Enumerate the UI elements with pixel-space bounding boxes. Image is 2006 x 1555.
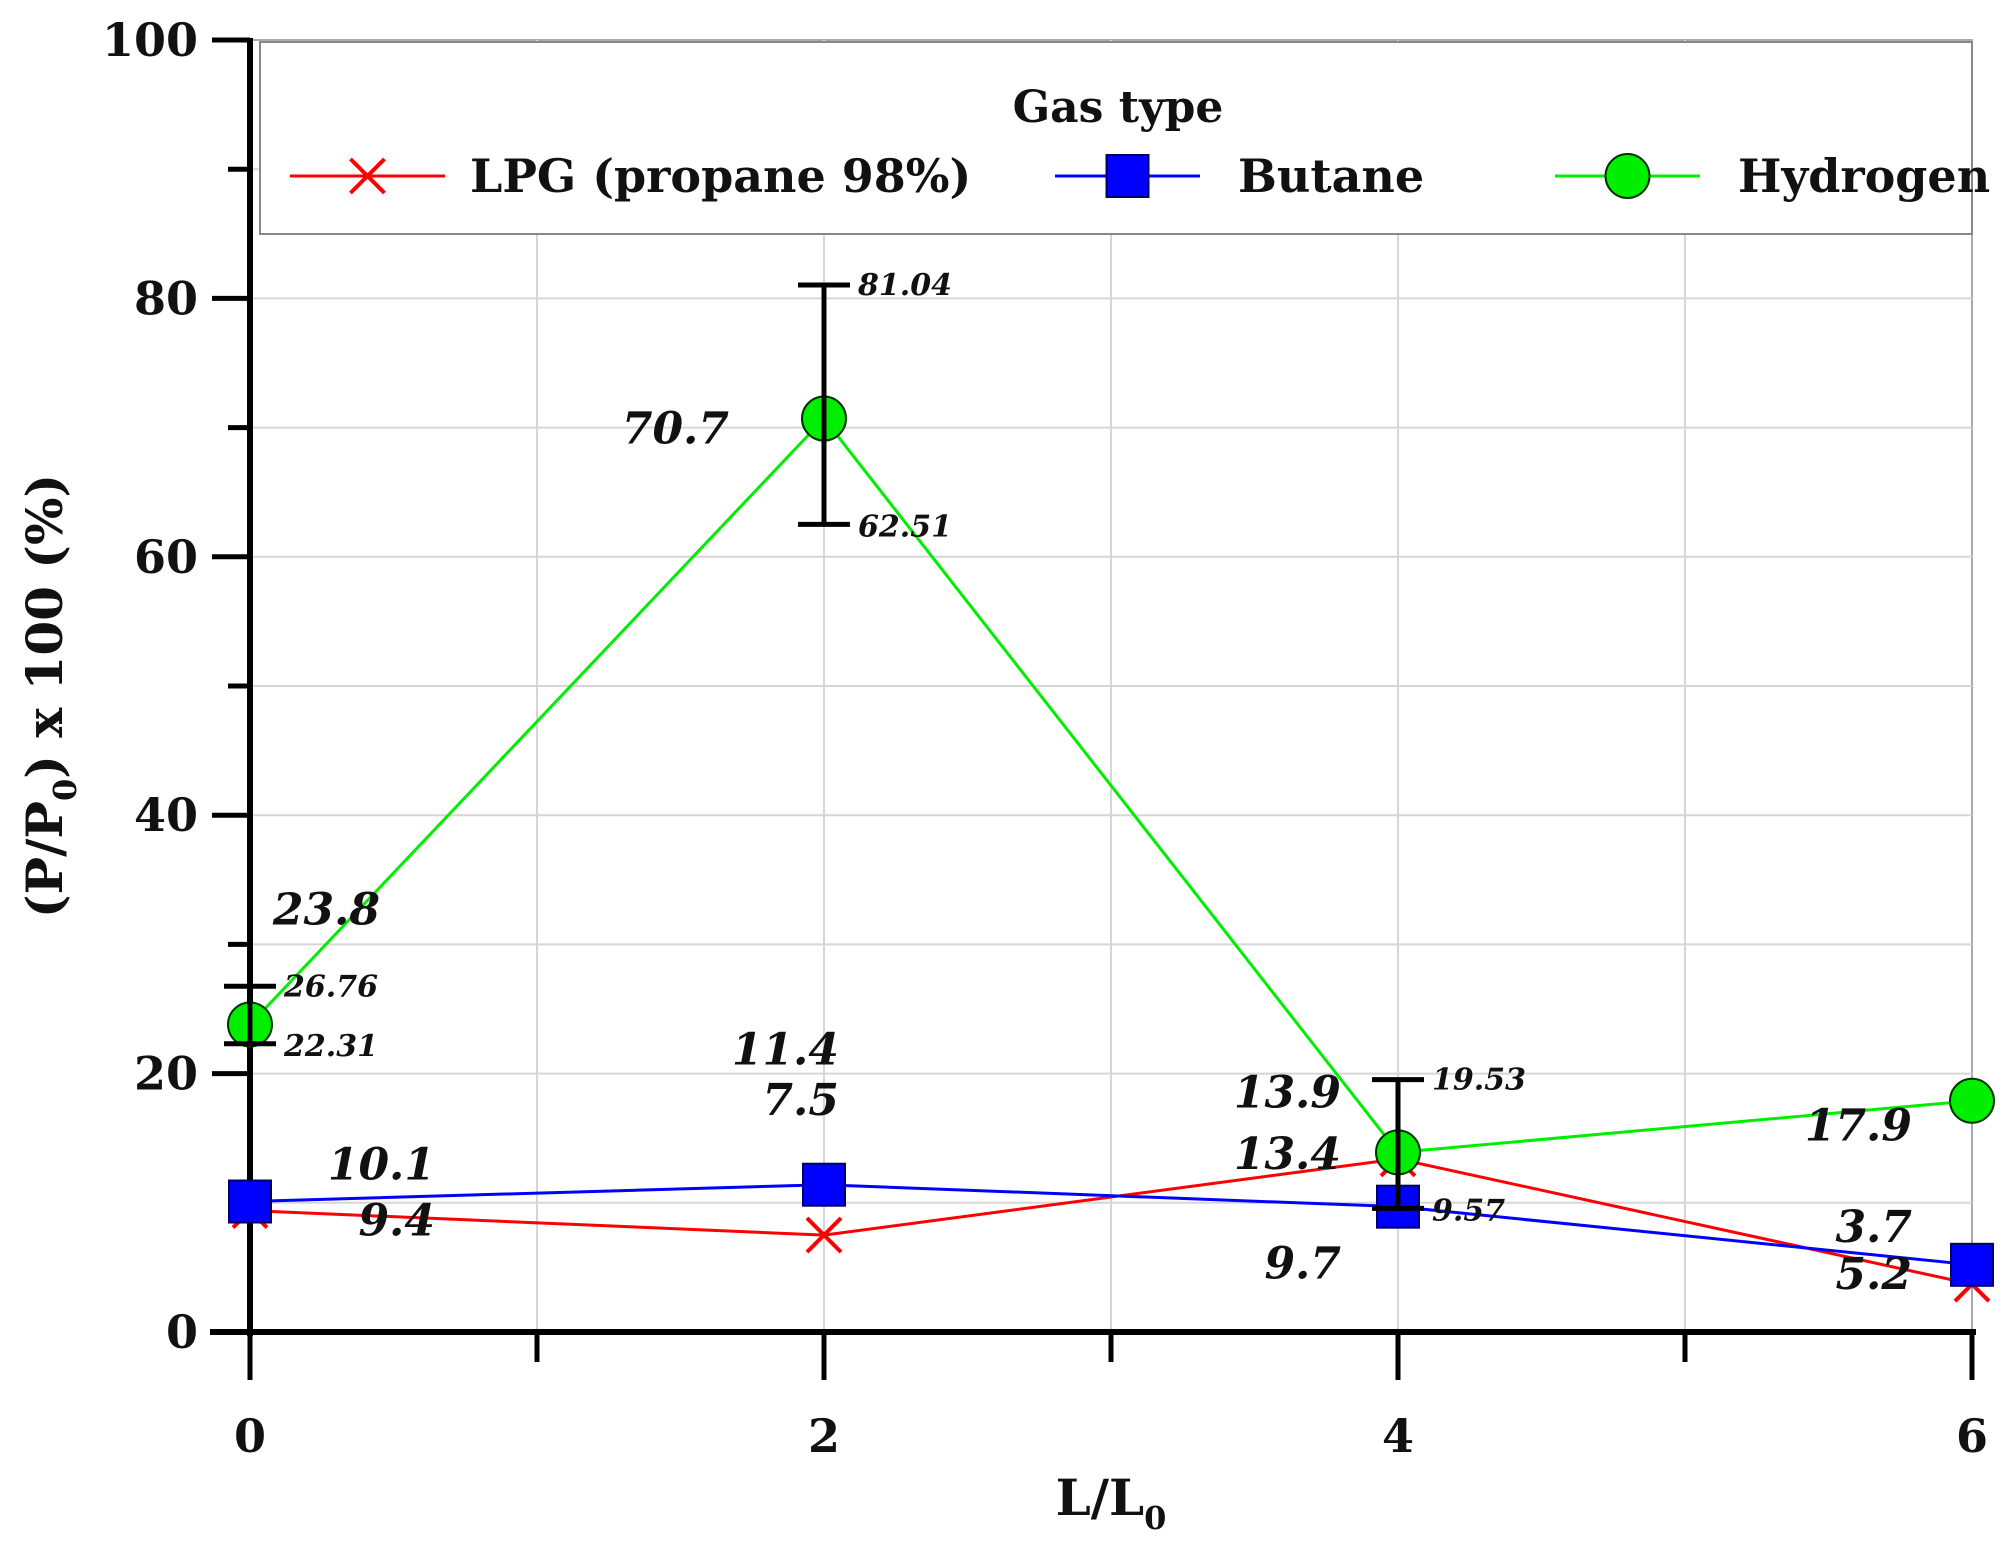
error-bar [224,983,276,1047]
legend-marker-butane [1105,154,1150,198]
x-tick-label: 2 [808,1409,840,1463]
data-point-butane [228,1179,272,1224]
axes [210,37,1976,1380]
series-line-butane [249,1183,1973,1267]
x-axis-title-main: L/L [1056,1468,1145,1527]
series-line-hydrogen [248,416,1973,1154]
error-bar [1372,1077,1424,1211]
y-axis-title-tail: ) x 100 (%) [15,474,74,779]
data-label-butane: 5.2 [1835,1249,1912,1300]
data-label-lpg: 13.4 [1234,1129,1341,1180]
data-point-hydrogen [1949,1077,1995,1124]
y-axis-title-main: (P/P [15,801,74,918]
data-label-hydrogen: 23.8 [272,885,380,936]
data-label-lpg: 9.4 [358,1196,435,1247]
data-label-hydrogen: 17.9 [1805,1101,1912,1152]
x-axis-title: L/L0 [1056,1468,1167,1537]
y-tick-label: 60 [134,530,198,584]
data-label-butane: 10.1 [328,1140,435,1191]
data-labels-group: 9.4 7.5 13.4 3.7 10.1 11.4 9.7 5.2 23.8 70.7 13.9 1… [272,404,1913,1300]
y-tick-label: 0 [166,1305,198,1359]
error-bar [798,282,850,527]
legend-label-butane: Butane [1238,149,1424,203]
legend-box [259,41,1973,235]
x-tick-label: 4 [1382,1409,1414,1463]
error-bar-low-label: 9.57 [1432,1193,1505,1228]
legend-label-hydrogen: Hydrogen [1738,149,1990,203]
y-tick-label: 20 [134,1047,198,1101]
legend-marker-lpg [349,157,386,195]
y-tick-label: 80 [134,271,198,325]
data-label-lpg: 3.7 [1835,1202,1912,1253]
data-point-butane [1950,1242,1994,1287]
legend-label-lpg: LPG (propane 98%) [470,149,971,203]
y-axis-title: (P/P0) x 100 (%) [15,474,84,918]
error-bars-group: 26.76 22.31 81.04 62.51 19.53 9.57 [224,268,1526,1228]
data-label-lpg: 7.5 [762,1075,839,1126]
error-bar-low-label: 22.31 [283,1029,378,1064]
legend-title: Gas type [1013,82,1224,133]
axis-titles: L/L0(P/P0) x 100 (%) [15,474,1166,1537]
data-point-butane [802,1162,846,1207]
error-bar-high-label: 26.76 [283,969,378,1004]
x-axis-title-subscript: 0 [1144,1499,1166,1537]
tick-labels: 0 20 40 60 80 100 0 2 4 6 [102,13,1988,1463]
data-label-hydrogen: 13.9 [1234,1067,1341,1118]
data-label-butane: 9.7 [1264,1239,1341,1290]
data-label-butane: 11.4 [732,1025,839,1076]
y-tick-label: 40 [134,788,198,842]
marker-x-stroke [805,1216,843,1254]
x-tick-label: 6 [1956,1409,1988,1463]
legend-marker-hydrogen [1604,153,1651,199]
data-point-lpg [805,1216,843,1254]
error-bar-high-label: 19.53 [1432,1063,1526,1098]
data-label-hydrogen: 70.7 [622,404,730,455]
legend: Gas type LPG (propane 98%) Butane Hydrogen [259,41,1990,235]
x-tick-label: 0 [234,1409,266,1463]
y-tick-label: 100 [102,13,198,67]
error-bar-low-label: 62.51 [858,509,952,544]
error-bar-high-label: 81.04 [857,268,952,303]
marker-x-stroke [349,157,386,195]
y-axis-title-subscript: 0 [46,779,84,801]
